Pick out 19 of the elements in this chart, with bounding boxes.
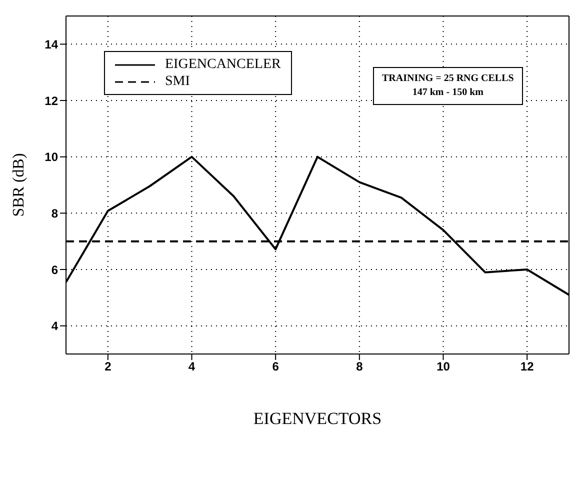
y-tick-label: 10 xyxy=(44,150,58,164)
x-tick-label: 8 xyxy=(356,360,364,374)
legend-label: SMI xyxy=(165,73,190,90)
y-tick-label: 4 xyxy=(51,319,58,334)
x-tick-label: 6 xyxy=(272,360,280,374)
annotation: 147 km - 150 km xyxy=(411,86,484,100)
legend-label: EIGENCANCELER xyxy=(165,56,281,73)
x-axis-title: EIGENVECTORS xyxy=(253,409,382,428)
note-box: TRAINING = 25 RNG CELLS 147 km - 150 km xyxy=(373,67,523,105)
y-tick-label: 14 xyxy=(44,37,58,52)
x-tick-label: 4 xyxy=(188,360,196,374)
x-tick-label: 2 xyxy=(104,360,112,374)
annotation: TRAINING = 25 RNG CELLS xyxy=(382,72,514,86)
y-tick-label: 8 xyxy=(51,206,58,220)
y-tick-label: 12 xyxy=(44,94,58,108)
x-tick-label: 12 xyxy=(520,360,534,374)
y-axis-title: SBR (dB) xyxy=(10,153,28,217)
y-tick-label: 6 xyxy=(51,262,58,277)
x-tick-label: 10 xyxy=(436,360,450,374)
